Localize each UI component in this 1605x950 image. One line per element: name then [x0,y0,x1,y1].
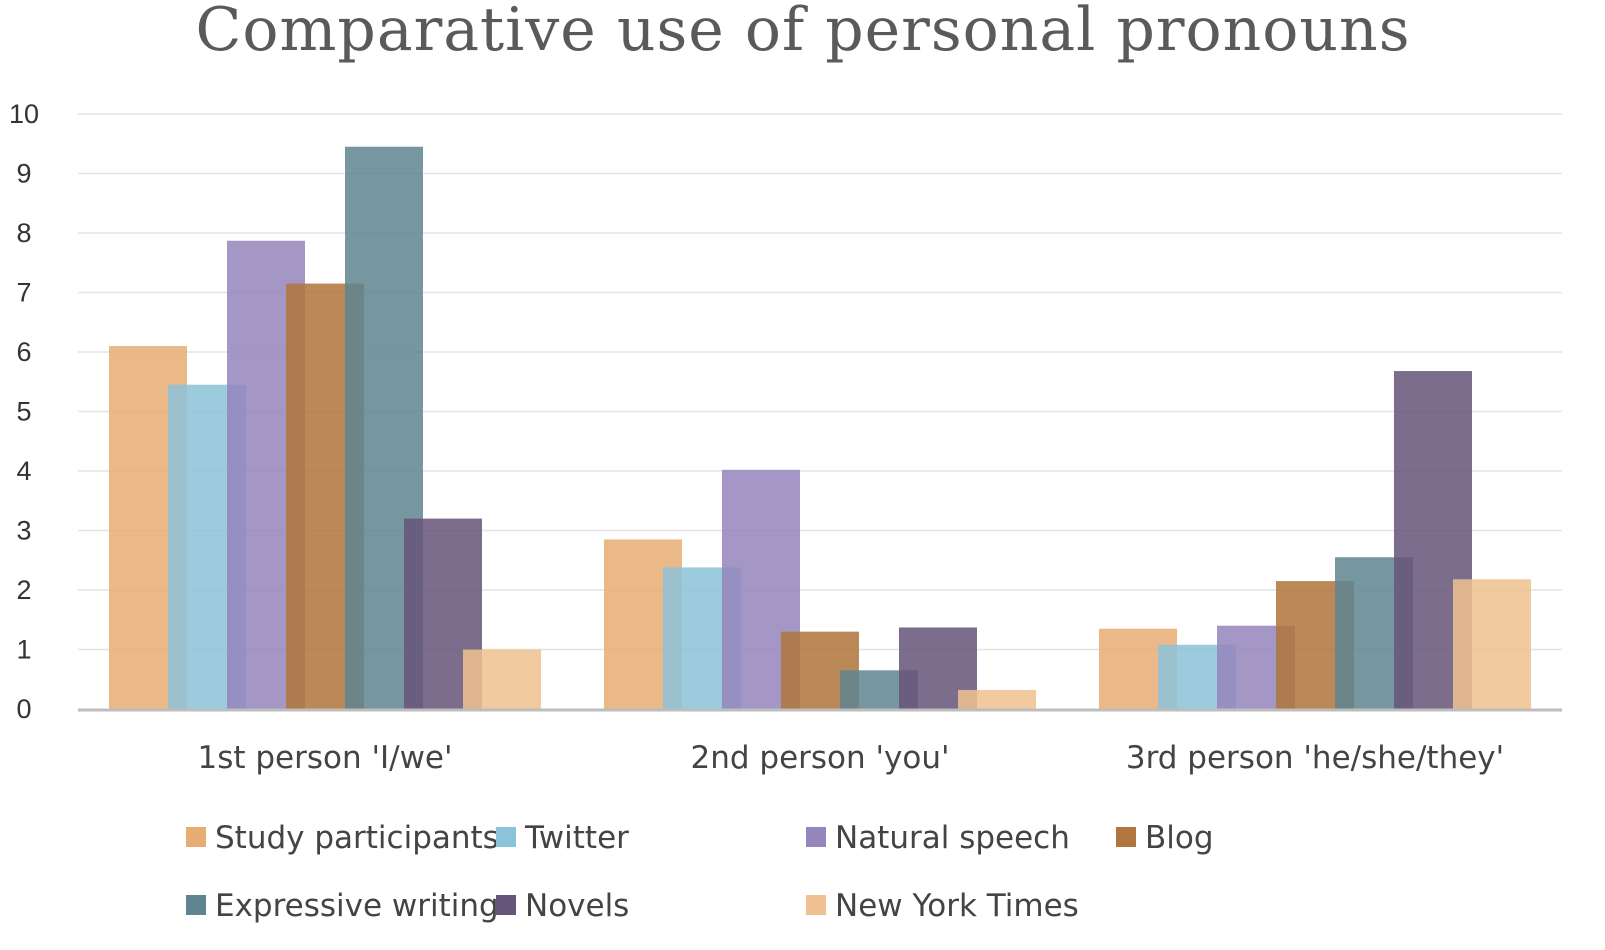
y-tick-label: 6 [16,337,31,367]
legend-label: Twitter [524,820,629,856]
x-axis-categories: 1st person 'I/we' 2nd person 'you' 3rd per… [197,740,1504,776]
legend-label: Study participants [215,820,499,856]
y-tick-label: 0 [16,694,31,724]
legend-swatch [806,895,826,915]
legend-swatch [186,895,206,915]
legend-item: Novels [496,888,629,924]
y-tick-label: 1 [16,635,31,665]
legend-item: New York Times [806,888,1079,924]
legend-label: Natural speech [835,820,1070,856]
y-tick-label: 9 [16,159,31,189]
bar [463,649,541,709]
legend-item: Twitter [496,820,629,856]
legend-label: Blog [1145,820,1214,856]
y-tick-label: 4 [16,456,31,486]
x-category-label: 3rd person 'he/she/they' [1126,740,1504,776]
y-tick-label: 10 [9,99,39,129]
y-tick-label: 8 [16,218,31,248]
legend-swatch [806,827,826,847]
legend-item: Expressive writing [186,888,499,924]
bars [109,146,1531,710]
legend-label: New York Times [835,888,1079,924]
chart-title: Comparative use of personal pronouns [196,0,1411,65]
legend-label: Expressive writing [215,888,499,924]
y-tick-label: 3 [16,516,31,546]
x-category-label: 1st person 'I/we' [197,740,452,776]
legend-swatch [496,827,516,847]
y-tick-label: 5 [16,397,31,427]
legend-swatch [186,827,206,847]
legend-label: Novels [525,888,629,924]
x-category-label: 2nd person 'you' [690,740,949,776]
legend-item: Blog [1116,820,1214,856]
legend-item: Natural speech [806,820,1070,856]
y-tick-label: 7 [16,278,31,308]
legend-swatch [1116,827,1136,847]
legend-swatch [496,895,516,915]
y-tick-label: 2 [16,575,31,605]
bar [958,689,1036,709]
y-axis-ticks: 0 1 2 3 4 5 6 7 8 9 10 [9,99,39,724]
legend: Study participants Twitter Natural speech B… [186,820,1214,924]
legend-item: Study participants [186,820,499,856]
bar [1453,579,1531,709]
